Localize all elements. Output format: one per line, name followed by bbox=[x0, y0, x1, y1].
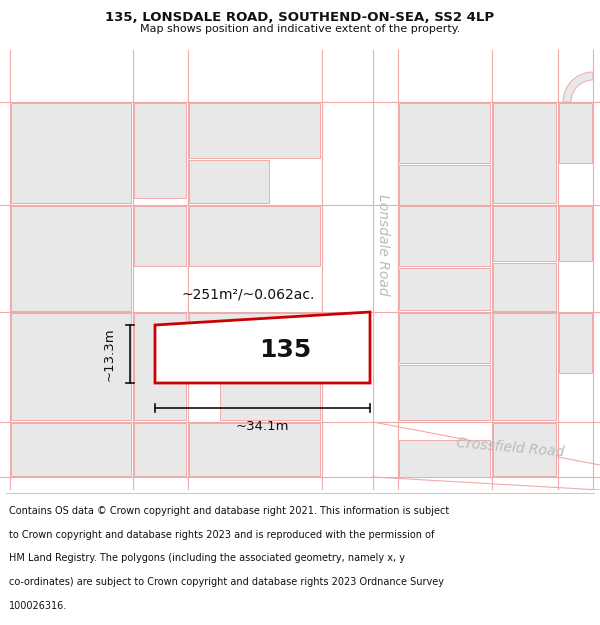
Bar bbox=[399, 440, 490, 477]
Polygon shape bbox=[155, 312, 370, 383]
Text: 100026316.: 100026316. bbox=[9, 601, 67, 611]
Bar bbox=[399, 268, 490, 310]
Bar bbox=[559, 206, 592, 261]
Bar bbox=[399, 103, 490, 163]
Bar bbox=[493, 103, 556, 203]
Bar bbox=[559, 103, 592, 163]
Text: Map shows position and indicative extent of the property.: Map shows position and indicative extent… bbox=[140, 24, 460, 34]
Text: 135, LONSDALE ROAD, SOUTHEND-ON-SEA, SS2 4LP: 135, LONSDALE ROAD, SOUTHEND-ON-SEA, SS2… bbox=[106, 11, 494, 24]
Bar bbox=[399, 313, 490, 363]
Bar bbox=[189, 103, 320, 158]
Bar bbox=[493, 313, 556, 420]
Bar bbox=[399, 365, 490, 420]
Bar bbox=[399, 165, 490, 205]
Bar bbox=[189, 160, 269, 203]
Text: Lonsdale Road: Lonsdale Road bbox=[376, 194, 390, 296]
Bar bbox=[493, 423, 556, 476]
Text: ~34.1m: ~34.1m bbox=[236, 420, 289, 433]
Wedge shape bbox=[563, 72, 593, 102]
Text: Contains OS data © Crown copyright and database right 2021. This information is : Contains OS data © Crown copyright and d… bbox=[9, 506, 449, 516]
Bar bbox=[559, 313, 592, 373]
Bar bbox=[134, 423, 186, 476]
Text: ~13.3m: ~13.3m bbox=[103, 328, 116, 381]
Text: ~251m²/~0.062ac.: ~251m²/~0.062ac. bbox=[181, 288, 314, 302]
Bar bbox=[189, 423, 320, 476]
Bar bbox=[11, 103, 131, 203]
Text: co-ordinates) are subject to Crown copyright and database rights 2023 Ordnance S: co-ordinates) are subject to Crown copyr… bbox=[9, 577, 444, 587]
Bar bbox=[134, 313, 186, 420]
Bar bbox=[493, 263, 556, 311]
Bar bbox=[220, 365, 320, 420]
Bar bbox=[189, 206, 320, 266]
Bar bbox=[11, 206, 131, 311]
Text: 135: 135 bbox=[259, 338, 311, 362]
Bar bbox=[493, 206, 556, 261]
Bar bbox=[11, 423, 131, 476]
Text: HM Land Registry. The polygons (including the associated geometry, namely x, y: HM Land Registry. The polygons (includin… bbox=[9, 554, 405, 564]
Bar bbox=[134, 103, 186, 198]
Text: to Crown copyright and database rights 2023 and is reproduced with the permissio: to Crown copyright and database rights 2… bbox=[9, 530, 434, 540]
Text: Crossfield Road: Crossfield Road bbox=[455, 436, 565, 459]
Bar bbox=[189, 313, 320, 363]
Bar bbox=[134, 206, 186, 266]
Bar bbox=[11, 313, 131, 420]
Bar bbox=[399, 206, 490, 266]
